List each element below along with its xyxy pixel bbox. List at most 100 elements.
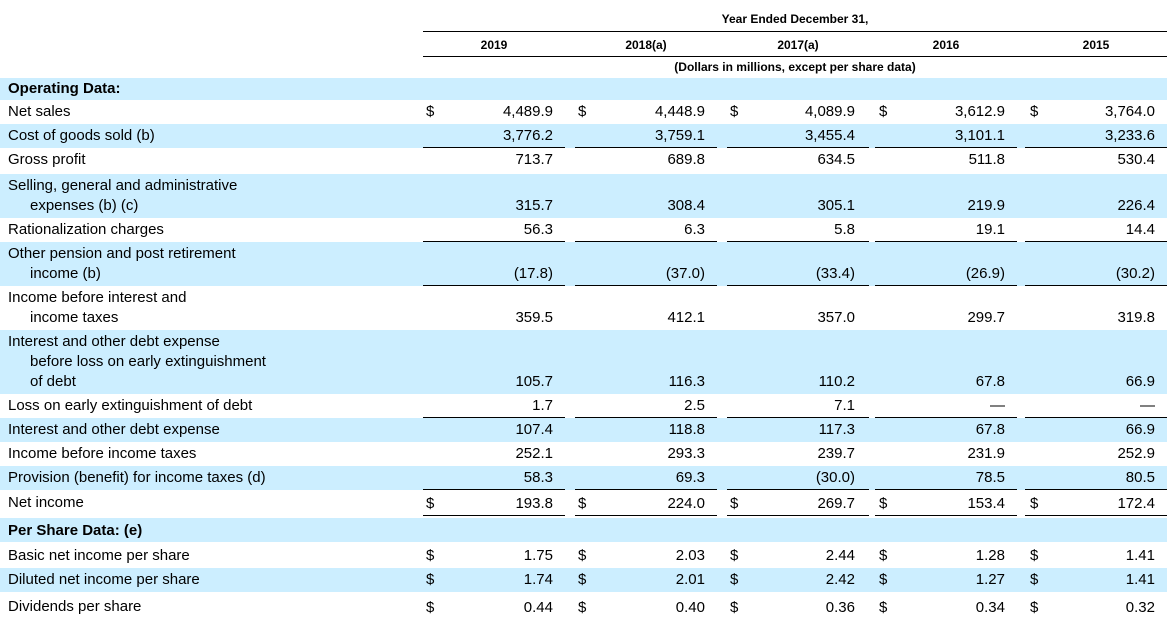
currency-symbol: $ [578,571,587,588]
cell-value: 56.3 [523,221,553,238]
subtotal-rule [575,147,717,148]
table-row-gross-profit: Gross profit 713.7 689.8 634.5 511.8 530.4 [0,148,1167,172]
cell-value: 1.41 [1125,571,1155,588]
cell-value: 14.4 [1125,221,1155,238]
cell-value: 117.3 [818,421,855,438]
table-row-dividends-per-share: Dividends per share 0.44 $0.40 $0.36 $0.34 $0… [0,594,1167,620]
currency-symbol: $ [730,495,739,512]
subtotal-rule [727,417,869,418]
cell-value: 67.8 [975,373,1005,390]
row-label-continuation: income (b) [30,265,101,282]
table-row-interest-and-other-debt-expense-before-loss-on-early-extinguishment-of-debt: Interest and other debt expense before lo… [0,330,1167,394]
cell-value: 118.8 [668,421,705,438]
cell-value: 1.7 [532,397,553,414]
cell-value: 3,776.2 [502,127,553,144]
cell-value: 4,448.9 [654,103,705,120]
currency-symbol: $ [426,103,435,120]
table-row-other-pension-and-post-retirement-income-b: Other pension and post retirement income … [0,242,1167,286]
row-label: Cost of goods sold (b) [8,126,155,146]
cell-value: 78.5 [975,469,1005,486]
cell-value: 1.75 [523,547,553,564]
subtotal-rule [727,515,869,516]
subtotal-rule [1025,241,1167,242]
cell-value: 0.40 [675,599,705,616]
row-label-line: Other pension and post retirement [8,245,236,262]
cell-value: 4,489.9 [502,103,553,120]
cell-value: 219.9 [967,197,1005,214]
cell-value: 713.7 [515,151,553,168]
year-header-2017: 2017(a) [777,38,819,52]
currency-symbol: $ [1030,571,1039,588]
cell-value: 3,233.6 [1104,127,1155,144]
row-label-line: Income before interest and [8,289,187,306]
row-label-continuation: income taxes [30,309,119,326]
cell-value: 58.3 [523,469,553,486]
currency-symbol: $ [1030,547,1039,564]
row-label-line: Loss on early extinguishment of debt [8,397,253,414]
cell-value: 3,764.0 [1104,103,1155,120]
row-label-line: Income before income taxes [8,445,197,462]
cell-value: 4,089.9 [804,103,855,120]
cell-value: 315.7 [515,197,553,214]
row-label-line: Dividends per share [8,598,142,615]
cell-value: 7.1 [834,397,855,414]
cell-value: (30.0) [815,469,855,486]
cell-value: 3,455.4 [804,127,855,144]
currency-symbol: $ [730,103,739,120]
row-label: Diluted net income per share [8,570,200,590]
cell-value: 357.0 [817,309,855,326]
cell-value: 634.5 [817,151,855,168]
subtotal-rule [575,489,717,490]
cell-value: 511.8 [968,151,1005,168]
cell-value: 153.4 [967,495,1005,512]
subtotal-rule [575,241,717,242]
section-heading: Per Share Data: (e) [8,522,143,539]
currency-symbol: $ [879,547,888,564]
row-label: Net income [8,493,84,513]
row-label-continuation: expenses (b) (c) [30,197,139,214]
row-label-line: Provision (benefit) for income taxes (d) [8,469,266,486]
subtotal-rule [875,515,1017,516]
subtotal-rule [727,285,869,286]
cell-value: 6.3 [684,221,705,238]
cell-value: 19.1 [975,221,1005,238]
currency-symbol: $ [879,599,888,616]
cell-value: 107.4 [515,421,553,438]
cell-value: (17.8) [513,265,553,282]
cell-value: — [990,397,1005,414]
section-heading: Operating Data: [8,80,121,97]
cell-value: 2.5 [684,397,705,414]
row-label: Basic net income per share [8,546,190,566]
cell-value: 69.3 [675,469,705,486]
currency-symbol: $ [578,547,587,564]
row-label: Selling, general and administrative expen… [8,176,237,216]
currency-symbol: $ [1030,599,1039,616]
currency-symbol: $ [426,547,435,564]
cell-value: 305.1 [817,197,855,214]
currency-symbol: $ [426,571,435,588]
row-label-continuation: of debt [30,373,76,390]
row-label-line: Diluted net income per share [8,571,200,588]
subtotal-rule [575,515,717,516]
cell-value: 1.27 [975,571,1005,588]
table-row-selling-general-and-administrative-expenses-b-c: Selling, general and administrative expen… [0,174,1167,218]
cell-value: 105.7 [515,373,553,390]
cell-value: 110.2 [818,373,855,390]
cell-value: 269.7 [817,495,855,512]
header-rule [423,31,1167,32]
currency-symbol: $ [879,103,888,120]
subtotal-rule [575,285,717,286]
currency-symbol: $ [1030,495,1039,512]
cell-value: 530.4 [1117,151,1155,168]
table-row-net-sales: Net sales 4,489.9 $4,448.9 $4,089.9 $3,612.9… [0,100,1167,124]
row-label-continuation: before loss on early extinguishment [30,353,266,370]
cell-value: 252.1 [515,445,553,462]
row-label: Gross profit [8,150,86,170]
table-row-rationalization-charges: Rationalization charges 56.3 6.3 5.8 19.1 14.… [0,218,1167,242]
cell-value: (33.4) [815,265,855,282]
subtotal-rule [1025,285,1167,286]
cell-value: 412.1 [667,309,705,326]
table-row-cost-of-goods-sold-b: Cost of goods sold (b) 3,776.2 3,759.1 3,45… [0,124,1167,148]
cell-value: 80.5 [1125,469,1155,486]
table-row-income-before-income-taxes: Income before income taxes 252.1 293.3 239.… [0,442,1167,466]
